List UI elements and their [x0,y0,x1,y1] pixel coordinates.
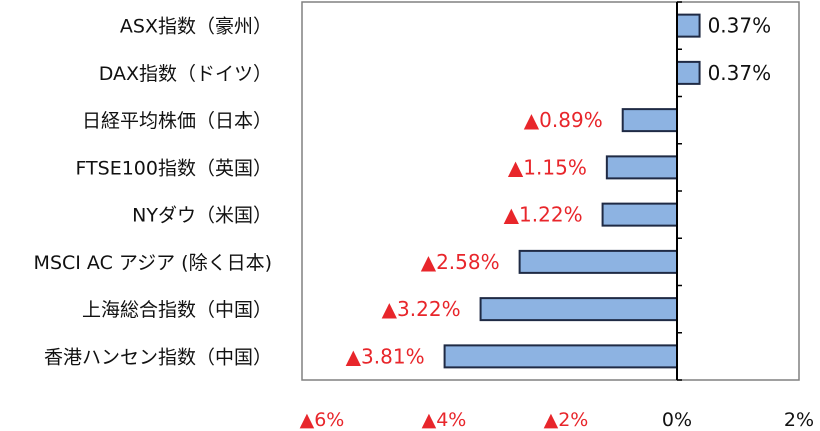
category-label: 香港ハンセン指数（中国） [44,346,272,368]
category-label: FTSE100指数（英国） [75,157,272,179]
value-labels: 0.37% 0.37% ▲0.89% ▲1.15% ▲1.22%▲2.58% ▲3.22%… [346,14,771,369]
category-label: 上海総合指数（中国） [82,299,272,321]
bar [676,60,701,85]
axis-ticks [677,1,682,381]
bar [443,344,678,369]
category-labels: ASX指数（豪州） DAX指数（ドイツ） 日経平均株価（日本） FTSE100指数（英… [34,16,272,369]
category-label: NYダウ（米国） [132,205,272,227]
value-label: 0.37% [708,14,772,38]
bar [605,155,678,180]
value-label: ▲3.81% [346,344,425,368]
value-label: 0.37% [708,61,772,85]
x-tick-label: ▲6% [300,409,345,431]
x-tick-labels: ▲6% ▲4% ▲2% 0% 2% [300,409,814,431]
category-label: MSCI AC アジア (除く日本) [34,252,272,274]
value-label: ▲1.15% [508,155,587,179]
bar [479,297,678,322]
x-tick-label: 0% [662,409,692,431]
x-tick-label: ▲2% [544,409,589,431]
category-label: ASX指数（豪州） [120,16,272,38]
x-tick-label: 2% [784,409,814,431]
bar [601,202,679,227]
x-tick-label: ▲4% [422,409,467,431]
category-label: 日経平均株価（日本） [82,110,272,132]
value-label: ▲1.22% [504,203,583,227]
value-label: ▲3.22% [382,297,461,321]
plot-area [301,1,800,381]
bar [518,249,678,274]
bar [621,108,679,133]
value-label: ▲2.58% [421,250,500,274]
category-label: DAX指数（ドイツ） [99,63,272,85]
value-label: ▲0.89% [524,108,603,132]
bar [676,13,701,38]
